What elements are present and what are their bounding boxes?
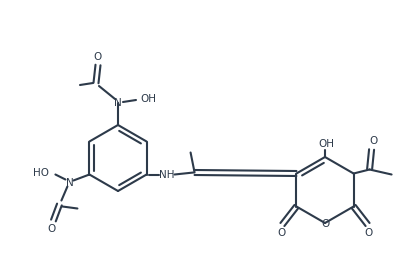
- Text: O: O: [369, 135, 378, 145]
- Text: O: O: [94, 52, 102, 62]
- Text: OH: OH: [140, 94, 156, 104]
- Text: O: O: [47, 223, 56, 233]
- Text: N: N: [65, 177, 73, 187]
- Text: HO: HO: [33, 167, 49, 177]
- Text: O: O: [365, 229, 373, 239]
- Text: O: O: [321, 219, 329, 229]
- Text: NH: NH: [159, 169, 174, 179]
- Text: O: O: [277, 229, 286, 239]
- Text: OH: OH: [318, 139, 334, 149]
- Text: N: N: [114, 98, 122, 108]
